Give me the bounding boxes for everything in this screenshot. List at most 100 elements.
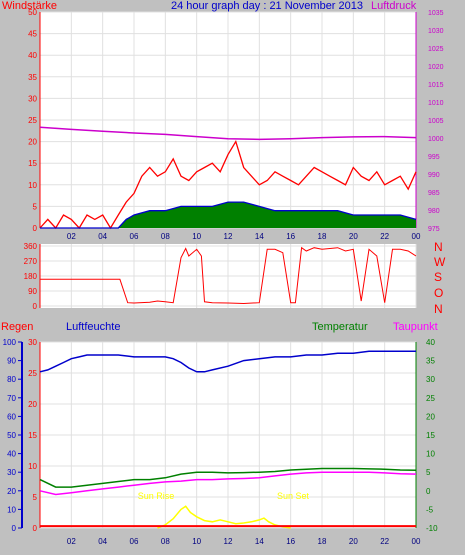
x-tick-label: 12 (224, 232, 233, 241)
temperature-tick-label: -10 (426, 524, 438, 533)
x-tick-label: 18 (318, 537, 327, 546)
pressure-tick-label: 1010 (428, 100, 444, 107)
humidity-tick-label: 10 (7, 505, 16, 514)
temperature-tick-label: 30 (426, 375, 435, 384)
direction-tick-label: 360 (24, 242, 38, 251)
pressure-tick-label: 980 (428, 208, 440, 215)
humidity-tick-label: 70 (7, 394, 16, 403)
x-tick-label: 18 (318, 232, 327, 241)
rain-tick-label: 25 (28, 369, 37, 378)
direction-tick-label: 0 (33, 302, 38, 311)
humidity-tick-label: 0 (12, 524, 17, 533)
rain-tick-label: 0 (33, 524, 38, 533)
sun-set-label: Sun Set (277, 491, 310, 501)
pressure-tick-label: 1030 (428, 28, 444, 35)
pressure-line (39, 126, 417, 141)
x-tick-label: 02 (67, 537, 76, 546)
rain-tick-label: 20 (28, 400, 37, 409)
temperature-tick-label: 20 (426, 412, 435, 421)
axis-labels: 0202040406060808101012121414161618182020… (3, 8, 444, 546)
x-tick-label: 20 (349, 232, 358, 241)
temperature-line (39, 467, 417, 488)
humidity-tick-label: 20 (7, 487, 16, 496)
x-tick-label: 08 (161, 232, 170, 241)
compass-label-s: S (434, 270, 442, 284)
pressure-tick-label: 1015 (428, 82, 444, 89)
compass-label-n-bottom: N (434, 302, 443, 316)
wind-tick-label: 50 (28, 8, 37, 17)
x-tick-label: 04 (98, 537, 107, 546)
x-tick-label: 02 (67, 232, 76, 241)
wind-tick-label: 0 (33, 224, 38, 233)
x-tick-label: 14 (255, 537, 264, 546)
x-tick-label: 00 (412, 537, 421, 546)
x-tick-label: 10 (192, 232, 201, 241)
wind-tick-label: 45 (28, 30, 37, 39)
wind-tick-label: 40 (28, 51, 37, 60)
pressure-tick-label: 995 (428, 154, 440, 161)
wind-tick-label: 5 (33, 202, 38, 211)
pressure-tick-label: 990 (428, 172, 440, 179)
chart-title: 24 hour graph day : 21 November 2013 (171, 0, 363, 12)
humidity-tick-label: 40 (7, 450, 16, 459)
temperature-tick-label: 5 (426, 468, 431, 477)
humidity-tick-label: 60 (7, 412, 16, 421)
temperature-tick-label: 0 (426, 487, 431, 496)
humidity-tick-label: 80 (7, 375, 16, 384)
x-tick-label: 12 (224, 537, 233, 546)
humidity-line (39, 350, 416, 373)
compass-label-w: W (434, 255, 446, 269)
wind-tick-label: 30 (28, 94, 37, 103)
compass-label-o: O (434, 286, 443, 300)
wind-mean-line (40, 201, 417, 229)
x-tick-label: 06 (130, 232, 139, 241)
x-tick-label: 00 (412, 232, 421, 241)
x-tick-label: 08 (161, 537, 170, 546)
humidity-axis-title: Luftfeuchte (66, 321, 120, 333)
compass-label-n-top: N (434, 240, 443, 254)
wind-tick-label: 25 (28, 116, 37, 125)
temperature-tick-label: 40 (426, 338, 435, 347)
x-tick-label: 06 (130, 537, 139, 546)
x-tick-label: 10 (192, 537, 201, 546)
rain-tick-label: 15 (28, 431, 37, 440)
temperature-tick-label: -5 (426, 505, 434, 514)
wind-tick-label: 15 (28, 159, 37, 168)
humidity-tick-label: 50 (7, 431, 16, 440)
x-tick-label: 22 (380, 537, 389, 546)
wind-mean-area (40, 202, 416, 228)
pressure-tick-label: 1005 (428, 118, 444, 125)
sun-rise-label: Sun Rise (138, 491, 175, 501)
temperature-tick-label: 35 (426, 357, 435, 366)
pressure-tick-label: 1020 (428, 64, 444, 71)
x-tick-label: 20 (349, 537, 358, 546)
pressure-tick-label: 1000 (428, 136, 444, 143)
dewpoint-axis-title: Taupunkt (393, 321, 438, 333)
pressure-tick-label: 985 (428, 190, 440, 197)
data-marks (39, 126, 417, 529)
pressure-tick-label: 975 (428, 226, 440, 233)
pressure-tick-label: 1025 (428, 46, 444, 53)
wind-tick-label: 35 (28, 73, 37, 82)
x-tick-label: 22 (380, 232, 389, 241)
rain-tick-label: 30 (28, 338, 37, 347)
wind-axis-title: Windstärke (2, 0, 57, 12)
humidity-tick-label: 30 (7, 468, 16, 477)
x-tick-label: 14 (255, 232, 264, 241)
rain-tick-label: 5 (33, 493, 38, 502)
temperature-tick-label: 10 (426, 450, 435, 459)
wind-tick-label: 20 (28, 138, 37, 147)
dewpoint-line (39, 471, 417, 496)
direction-tick-label: 90 (28, 287, 37, 296)
pressure-tick-label: 1035 (428, 10, 444, 17)
direction-tick-label: 180 (24, 272, 38, 281)
pressure-axis-title: Luftdruck (371, 0, 417, 12)
x-tick-label: 04 (98, 232, 107, 241)
solar-line (157, 505, 291, 529)
wind-tick-label: 10 (28, 181, 37, 190)
temperature-tick-label: 25 (426, 394, 435, 403)
temperature-tick-label: 15 (426, 431, 435, 440)
wind-direction-line (40, 246, 417, 305)
x-tick-label: 16 (286, 232, 295, 241)
